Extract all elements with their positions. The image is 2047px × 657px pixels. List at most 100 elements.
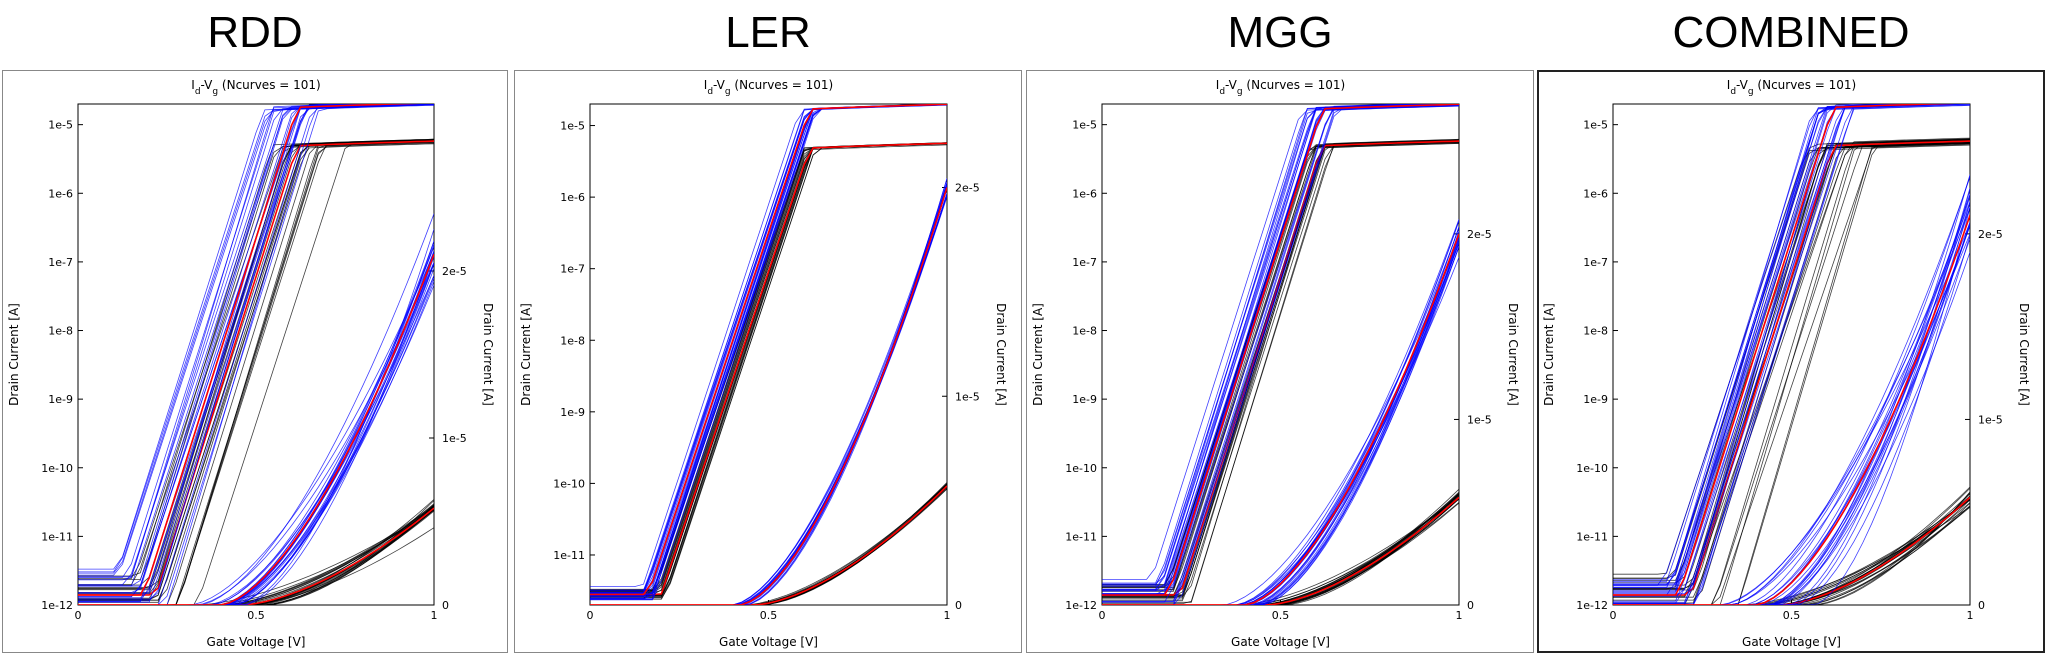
y-left-tick-label: 1e-11 [1576, 530, 1608, 543]
variation-curve [590, 104, 947, 593]
y-right-tick-label: 1e-5 [1978, 413, 2003, 426]
x-tick-label: 0 [587, 609, 594, 622]
x-tick-label: 1 [1456, 609, 1463, 622]
series-0-log-blue [1613, 104, 1970, 605]
variation-curve [1613, 104, 1926, 605]
y-left-axis-label: Drain Current [A] [519, 303, 533, 406]
variation-curve [1102, 243, 1459, 605]
nominal-curve [590, 187, 947, 605]
y-left-tick-label: 1e-5 [1583, 119, 1608, 132]
variation-curve [1613, 492, 1970, 605]
variation-curve [1102, 492, 1459, 605]
variation-curve [590, 143, 947, 596]
nominal-curve [78, 104, 420, 596]
variation-curve [590, 143, 947, 596]
panel-heading-combined: COMBINED [1672, 8, 1910, 57]
y-right-tick-label: 0 [955, 599, 962, 612]
variation-curve [78, 240, 434, 605]
series-3-linear-black [590, 482, 947, 605]
panel-frame-ler [514, 70, 1022, 653]
variation-curve [1613, 104, 1948, 604]
x-tick-label: 0 [1099, 609, 1106, 622]
x-axis-label: Gate Voltage [V] [1231, 635, 1330, 649]
y-left-tick-label: 1e-8 [1072, 325, 1097, 338]
variation-curve [1102, 218, 1459, 605]
variation-curve [1102, 231, 1459, 605]
chart-ler: Id-Vg (Ncurves = 101) 0 0.5 1 Gate Voltage [… [519, 78, 1008, 649]
variation-curve [78, 508, 434, 605]
variation-curve [590, 142, 947, 593]
variation-curve [1102, 104, 1459, 596]
chart-mgg: Id-Vg (Ncurves = 101) 0 0.5 1 Gate Voltage [… [1031, 78, 1520, 649]
variation-curve [1613, 208, 1970, 605]
variation-curve [1102, 233, 1459, 605]
panel-heading-mgg: MGG [1227, 8, 1333, 57]
nominal-curve [590, 104, 947, 596]
variation-curve [1102, 105, 1459, 585]
variation-curve [1613, 104, 1970, 604]
variation-curve [1102, 142, 1459, 596]
variation-curve [590, 143, 947, 597]
series-0-log-blue [590, 104, 947, 601]
variation-curve [1613, 138, 1970, 590]
variation-curve [78, 104, 434, 578]
nominal-curve [1102, 104, 1459, 596]
variation-curve [78, 142, 434, 586]
variation-curve [1613, 497, 1970, 605]
variation-curve [78, 104, 434, 570]
variation-curve [78, 104, 434, 574]
variation-curve [1102, 140, 1459, 597]
variation-curve [1102, 246, 1459, 605]
variation-curve [1102, 239, 1459, 605]
y-left-tick-label: 1e-8 [1583, 325, 1608, 338]
plot-title: Id-Vg (Ncurves = 101) [1727, 78, 1856, 97]
variation-curve [590, 142, 947, 598]
y-right-axis-label: Drain Current [A] [481, 303, 495, 406]
variation-curve [1613, 238, 1970, 605]
x-tick-label: 0 [75, 609, 82, 622]
plot-title: Id-Vg (Ncurves = 101) [704, 78, 833, 97]
series-2-linear-blue [78, 213, 434, 605]
y-left-tick-label: 1e-12 [1065, 599, 1097, 612]
y-left-axis-label: Drain Current [A] [1031, 303, 1045, 406]
y-left-tick-label: 1e-9 [560, 406, 585, 419]
variation-curve [1613, 104, 1959, 597]
variation-curve [78, 104, 426, 587]
variation-curve [1102, 104, 1459, 605]
variation-curve [590, 143, 947, 595]
nominal-curve [1613, 104, 1956, 596]
variation-curve [1613, 233, 1970, 605]
y-left-tick-label: 1e-8 [560, 334, 585, 347]
variation-curve [1102, 140, 1459, 598]
variation-curve [590, 142, 947, 591]
variation-curve [1613, 221, 1970, 605]
variation-curve [1102, 257, 1459, 605]
variation-curve [78, 246, 434, 605]
variation-curve [590, 143, 947, 594]
y-left-axis-label: Drain Current [A] [1542, 303, 1556, 406]
series-0-log-blue [1102, 104, 1459, 605]
variation-curve [1613, 137, 1970, 605]
variation-curve [1613, 207, 1970, 605]
variation-curve [590, 143, 947, 597]
plot-area [590, 104, 947, 605]
variation-curve [590, 143, 947, 596]
variation-curve [590, 484, 947, 605]
x-axis-label: Gate Voltage [V] [719, 635, 818, 649]
variation-curve [78, 104, 434, 573]
variation-curve [78, 104, 343, 605]
variation-curve [1613, 505, 1970, 605]
y-right-tick-label: 0 [1467, 599, 1474, 612]
variation-curve [78, 505, 434, 605]
variation-curve [78, 505, 434, 605]
variation-curve [590, 182, 947, 605]
y-left-tick-label: 1e-9 [1072, 393, 1097, 406]
y-left-tick-label: 1e-7 [1583, 256, 1608, 269]
y-right-tick-label: 0 [442, 599, 449, 612]
panel-frame-rdd [2, 70, 508, 653]
plot-area [78, 104, 434, 605]
variation-curve [1613, 104, 1923, 592]
variation-curve [78, 508, 434, 605]
variation-curve [1102, 104, 1459, 587]
